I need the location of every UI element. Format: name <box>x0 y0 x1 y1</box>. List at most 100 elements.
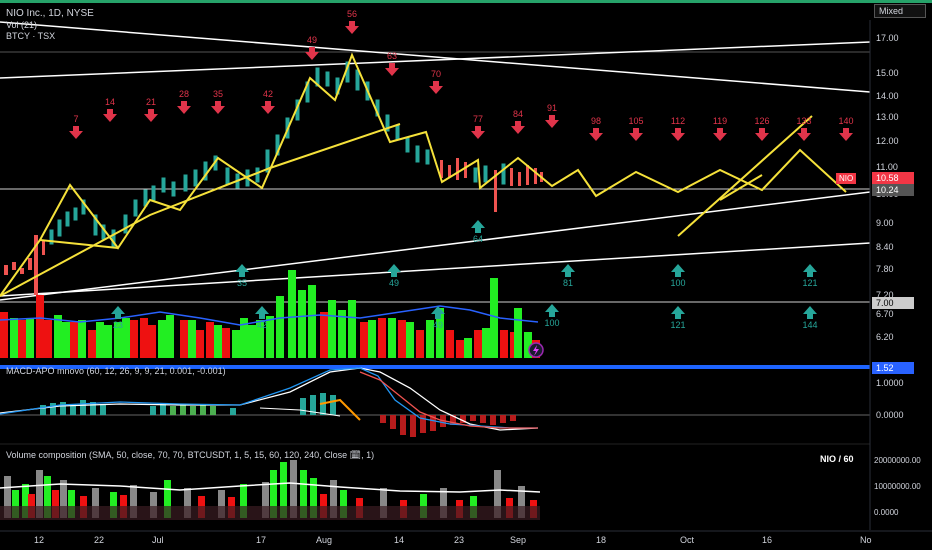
symbol-title[interactable]: NIO Inc., 1D, NYSE <box>6 8 94 19</box>
down-arrow-label: 133 <box>796 116 811 126</box>
top-accent-bar <box>0 0 932 3</box>
down-arrow-label: 70 <box>431 69 441 79</box>
up-arrow-marker: 35 <box>235 264 249 288</box>
up-arrow-marker: 49 <box>431 306 445 330</box>
down-arrow-marker: 49 <box>305 35 319 60</box>
price-tick-label: 9.00 <box>876 218 894 228</box>
time-axis-label: Oct <box>680 535 695 545</box>
price-tick-label: 13.00 <box>876 112 899 122</box>
pair-label: NIO / 60 <box>820 454 854 464</box>
price-tick-label: 6.20 <box>876 332 894 342</box>
trend-lines <box>0 21 871 301</box>
down-arrow-marker: 140 <box>838 116 854 141</box>
current-symbol-tag: NIO <box>836 173 857 184</box>
yellow-leg-1 <box>39 239 119 249</box>
down-arrow-marker: 63 <box>385 51 399 76</box>
up-arrow-markers: 64 35 49 81 100 121 23 42 49 100 121 144 <box>111 220 818 330</box>
down-arrow-marker: 119 <box>713 116 727 141</box>
time-axis-label: 17 <box>256 535 267 545</box>
price-tick-label: 14.00 <box>876 91 899 101</box>
time-axis-label: Sep <box>510 535 527 545</box>
up-arrow-label: 35 <box>237 278 247 288</box>
price-tag-7-00: 7.00 <box>872 297 914 309</box>
time-axis-label: 12 <box>34 535 45 545</box>
down-arrow-label: 119 <box>713 116 727 126</box>
down-arrow-marker: 28 <box>177 89 191 114</box>
price-tick-label: 7.80 <box>876 264 894 274</box>
down-arrow-markers: 7 14 21 28 35 42 49 56 63 70 77 84 91 98 105 112 119 126 1… <box>69 9 854 141</box>
down-arrow-label: 112 <box>671 116 685 126</box>
up-arrow-label: 121 <box>670 320 685 330</box>
macd-orange-segment <box>319 398 361 421</box>
scale-mode-label: Mixed <box>879 6 904 16</box>
yellow-trend-up <box>0 123 401 297</box>
down-arrow-label: 7 <box>73 114 78 124</box>
up-arrow-label: 100 <box>544 318 559 328</box>
down-arrow-label: 42 <box>263 89 273 99</box>
price-tick-label: 12.00 <box>876 136 899 146</box>
down-arrow-label: 21 <box>146 97 156 107</box>
macd-tick-1: 1.0000 <box>876 378 904 388</box>
down-arrow-label: 35 <box>213 89 223 99</box>
up-arrow-label: 49 <box>389 278 399 288</box>
time-axis-label: 23 <box>454 535 465 545</box>
down-arrow-label: 56 <box>347 9 357 19</box>
macd-red-line <box>359 371 538 429</box>
down-arrow-label: 91 <box>547 103 557 113</box>
down-arrow-label: 14 <box>105 97 115 107</box>
lightning-icon[interactable] <box>528 342 544 358</box>
down-arrow-marker: 77 <box>471 114 485 139</box>
volume-composition-title[interactable]: Volume composition (SMA, 50, close, 70, … <box>6 450 375 460</box>
current-price-tag: 10.58 <box>872 172 914 184</box>
down-arrow-label: 63 <box>387 51 397 61</box>
down-arrow-label: 126 <box>754 116 769 126</box>
volume-sma-line <box>0 482 541 493</box>
volume-bars <box>0 270 540 358</box>
up-arrow-marker: 121 <box>802 264 818 288</box>
indicator-btcy-label[interactable]: BTCY · TSX <box>6 31 56 41</box>
down-arrow-label: 84 <box>513 109 523 119</box>
up-arrow-marker: 100 <box>544 304 560 328</box>
price-tag-1-52: 1.52 <box>872 362 914 374</box>
macd-histogram <box>40 393 516 437</box>
price-candles <box>4 61 543 295</box>
up-arrow-marker: 64 <box>471 220 485 244</box>
macd-tick-0: 0.0000 <box>876 410 904 420</box>
down-arrow-marker: 42 <box>261 89 275 114</box>
up-arrow-marker: 23 <box>111 306 125 330</box>
yellow-zigzag <box>0 52 847 297</box>
up-arrow-marker: 49 <box>387 264 401 288</box>
down-arrow-marker: 126 <box>754 116 770 141</box>
down-arrow-marker: 112 <box>671 116 685 141</box>
price-tag-10-24: 10.24 <box>872 184 914 196</box>
down-arrow-marker: 21 <box>144 97 158 122</box>
price-tick-label: 15.00 <box>876 68 899 78</box>
down-arrow-label: 140 <box>838 116 853 126</box>
down-arrow-marker: 84 <box>511 109 525 134</box>
time-axis-label: Jul <box>152 535 164 545</box>
up-arrow-label: 49 <box>433 320 443 330</box>
down-arrow-label: 28 <box>179 89 189 99</box>
up-arrow-marker: 81 <box>561 264 575 288</box>
price-tick-label: 7.20 <box>876 290 894 300</box>
volume-composition-strip <box>0 506 540 520</box>
scale-mode-button[interactable]: Mixed <box>874 4 926 18</box>
down-arrow-marker: 56 <box>345 9 359 34</box>
up-arrow-marker: 100 <box>670 264 686 288</box>
yellow-projection-2 <box>719 174 763 201</box>
indicator-vol-label[interactable]: Vol (21) <box>6 20 38 30</box>
price-tick-label: 11.00 <box>876 162 898 172</box>
volcomp-tick-zero: 0.0000 <box>874 508 899 517</box>
up-arrow-label: 42 <box>257 320 267 330</box>
up-arrow-label: 100 <box>670 278 685 288</box>
down-arrow-label: 98 <box>591 116 601 126</box>
macd-signal-line <box>0 367 539 431</box>
down-arrow-marker: 70 <box>429 69 443 94</box>
time-axis-label: 18 <box>596 535 607 545</box>
macd-title[interactable]: MACD-APO mnovo (60, 12, 26, 9, 9, 21, 0.… <box>6 366 226 376</box>
volume-ma-line <box>0 305 539 326</box>
volcomp-tick-top: 20000000.00 <box>874 456 921 465</box>
up-arrow-label: 64 <box>473 234 483 244</box>
price-tick-label: 8.40 <box>876 242 894 252</box>
